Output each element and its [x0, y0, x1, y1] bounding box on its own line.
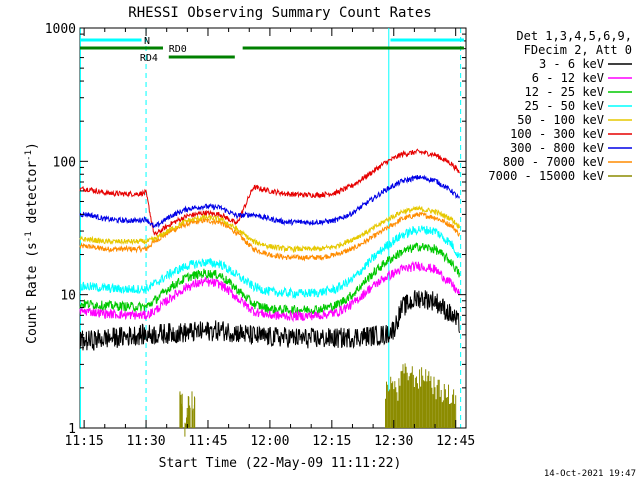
- series-line-7: [79, 174, 460, 229]
- x-tick-label: 11:30: [126, 434, 165, 449]
- series-line-5: [79, 205, 460, 254]
- y-axis: 1 10 100 1000: [45, 22, 466, 437]
- x-tick-label: 11:45: [188, 434, 227, 449]
- series-line-9: [179, 363, 457, 437]
- series-line-8: [79, 211, 460, 262]
- series-line-1: [79, 290, 460, 351]
- x-axis-label: Start Time (22-May-09 11:11:22): [159, 456, 402, 471]
- y-axis-label-sup2: -1: [24, 150, 34, 161]
- series-line-6: [79, 148, 460, 237]
- legend-header: Det 1,3,4,5,6,9,: [516, 29, 632, 43]
- y-axis-label-prefix: Count Rate (s: [25, 242, 40, 344]
- series-line-2: [79, 260, 460, 323]
- series-line-4: [79, 225, 460, 300]
- legend-label: 12 - 25 keV: [525, 85, 604, 99]
- legend-label: 25 - 50 keV: [525, 99, 604, 113]
- y-axis-label-mid: detector: [25, 161, 40, 232]
- legend: Det 1,3,4,5,6,9,FDecim 2, Att 03 - 6 keV…: [488, 29, 632, 183]
- attenuator-bars: N RD0 RD4: [80, 36, 464, 64]
- y-axis-label: Count Rate (s-1 detector-1): [24, 142, 40, 344]
- y-tick-label: 1: [68, 422, 76, 437]
- y-axis-label-sup1: -1: [24, 231, 34, 242]
- y-tick-label: 100: [53, 155, 76, 170]
- legend-label: 800 - 7000 keV: [503, 155, 604, 169]
- legend-label: 100 - 300 keV: [510, 127, 604, 141]
- plot-frame: [79, 27, 467, 429]
- state-bar-label: RD4: [140, 53, 158, 64]
- x-tick-label: 12:45: [436, 434, 475, 449]
- x-tick-label: 12:30: [374, 434, 413, 449]
- legend-label: 6 - 12 keV: [532, 71, 604, 85]
- y-tick-label: 10: [60, 289, 76, 304]
- legend-label: 300 - 800 keV: [510, 141, 604, 155]
- state-bar-label: N: [144, 36, 150, 47]
- y-axis-label-suffix: ): [25, 142, 40, 150]
- legend-label: 7000 - 15000 keV: [488, 169, 604, 183]
- plot-area: [79, 27, 467, 437]
- x-axis: 11:15 11:30 11:45 12:00 12:15 12:30 12:45: [65, 28, 475, 449]
- x-tick-label: 11:15: [65, 434, 104, 449]
- legend-header: FDecim 2, Att 0: [524, 43, 632, 57]
- footer-date: 14-Oct-2021 19:47: [544, 469, 636, 479]
- legend-label: 3 - 6 keV: [539, 57, 604, 71]
- y-tick-label: 1000: [45, 22, 76, 37]
- legend-label: 50 - 100 keV: [517, 113, 604, 127]
- state-bar-label: RD0: [169, 44, 187, 55]
- x-tick-label: 12:00: [250, 434, 289, 449]
- x-tick-label: 12:15: [312, 434, 351, 449]
- chart-title: RHESSI Observing Summary Count Rates: [128, 5, 431, 21]
